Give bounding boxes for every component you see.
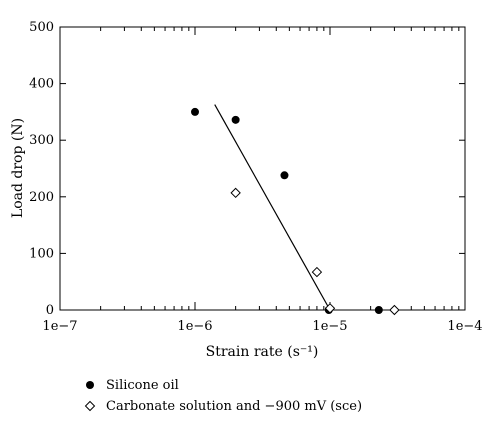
x-axis-label: Strain rate (s⁻¹) bbox=[206, 344, 319, 360]
legend: Silicone oil Carbonate solution and −900 … bbox=[84, 378, 362, 414]
carbonate-solution-point bbox=[324, 303, 336, 314]
data-points bbox=[191, 107, 400, 316]
legend-entry-label: Silicone oil bbox=[106, 378, 179, 393]
silicone-oil-point bbox=[231, 115, 240, 124]
carbonate-solution-point bbox=[389, 304, 400, 316]
legend-entry-label: Carbonate solution and −900 mV (sce) bbox=[106, 399, 362, 414]
y-tick-label: 0 bbox=[46, 303, 54, 318]
x-tick-label: 1e−5 bbox=[312, 319, 347, 334]
plot-area-frame bbox=[59, 26, 466, 311]
silicone-oil-point bbox=[191, 107, 199, 116]
y-tick-label: 100 bbox=[29, 246, 54, 261]
y-tick-label: 400 bbox=[29, 77, 54, 92]
x-tick-label: 1e−7 bbox=[42, 319, 77, 334]
fit-line bbox=[214, 104, 331, 311]
y-tick-label: 200 bbox=[29, 190, 54, 205]
legend-marker-carbonate-solution bbox=[84, 400, 96, 412]
carbonate-solution-point bbox=[311, 266, 323, 278]
y-tick-label: 500 bbox=[29, 20, 54, 35]
x-tick-label: 1e−4 bbox=[447, 319, 482, 334]
carbonate-solution-point bbox=[230, 187, 241, 199]
silicone-oil-point bbox=[374, 306, 383, 314]
y-axis-label: Load drop (N) bbox=[10, 118, 26, 218]
legend-marker-silicone-oil bbox=[86, 381, 94, 389]
silicone-oil-point bbox=[280, 171, 289, 180]
y-axis: 0 100 200 300 400 500 bbox=[29, 20, 465, 318]
y-tick-label: 300 bbox=[29, 133, 54, 148]
x-axis: 1e−7 1e−6 1e−5 1e−4 bbox=[42, 27, 483, 334]
x-tick-label: 1e−6 bbox=[177, 319, 212, 334]
